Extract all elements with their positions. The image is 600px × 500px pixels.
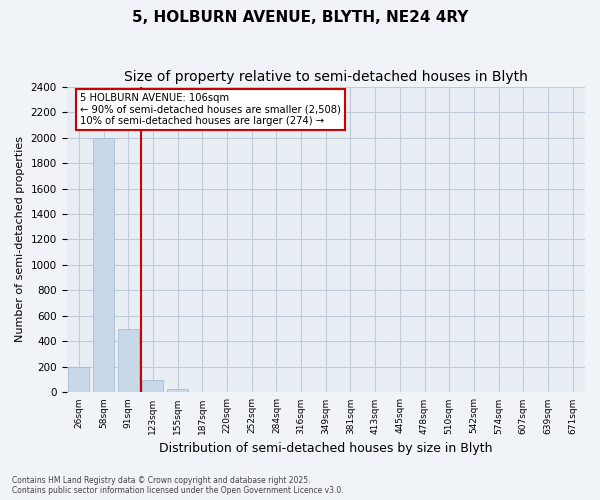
Text: 5 HOLBURN AVENUE: 106sqm
← 90% of semi-detached houses are smaller (2,508)
10% o: 5 HOLBURN AVENUE: 106sqm ← 90% of semi-d… [80, 93, 341, 126]
Y-axis label: Number of semi-detached properties: Number of semi-detached properties [15, 136, 25, 342]
Text: 5, HOLBURN AVENUE, BLYTH, NE24 4RY: 5, HOLBURN AVENUE, BLYTH, NE24 4RY [132, 10, 468, 25]
Title: Size of property relative to semi-detached houses in Blyth: Size of property relative to semi-detach… [124, 70, 528, 84]
Bar [68, 367, 89, 392]
X-axis label: Distribution of semi-detached houses by size in Blyth: Distribution of semi-detached houses by … [159, 442, 493, 455]
Bar [93, 138, 114, 392]
Text: Contains HM Land Registry data © Crown copyright and database right 2025.
Contai: Contains HM Land Registry data © Crown c… [12, 476, 344, 495]
Bar [118, 328, 139, 392]
Bar [167, 388, 188, 392]
Bar [142, 380, 163, 392]
